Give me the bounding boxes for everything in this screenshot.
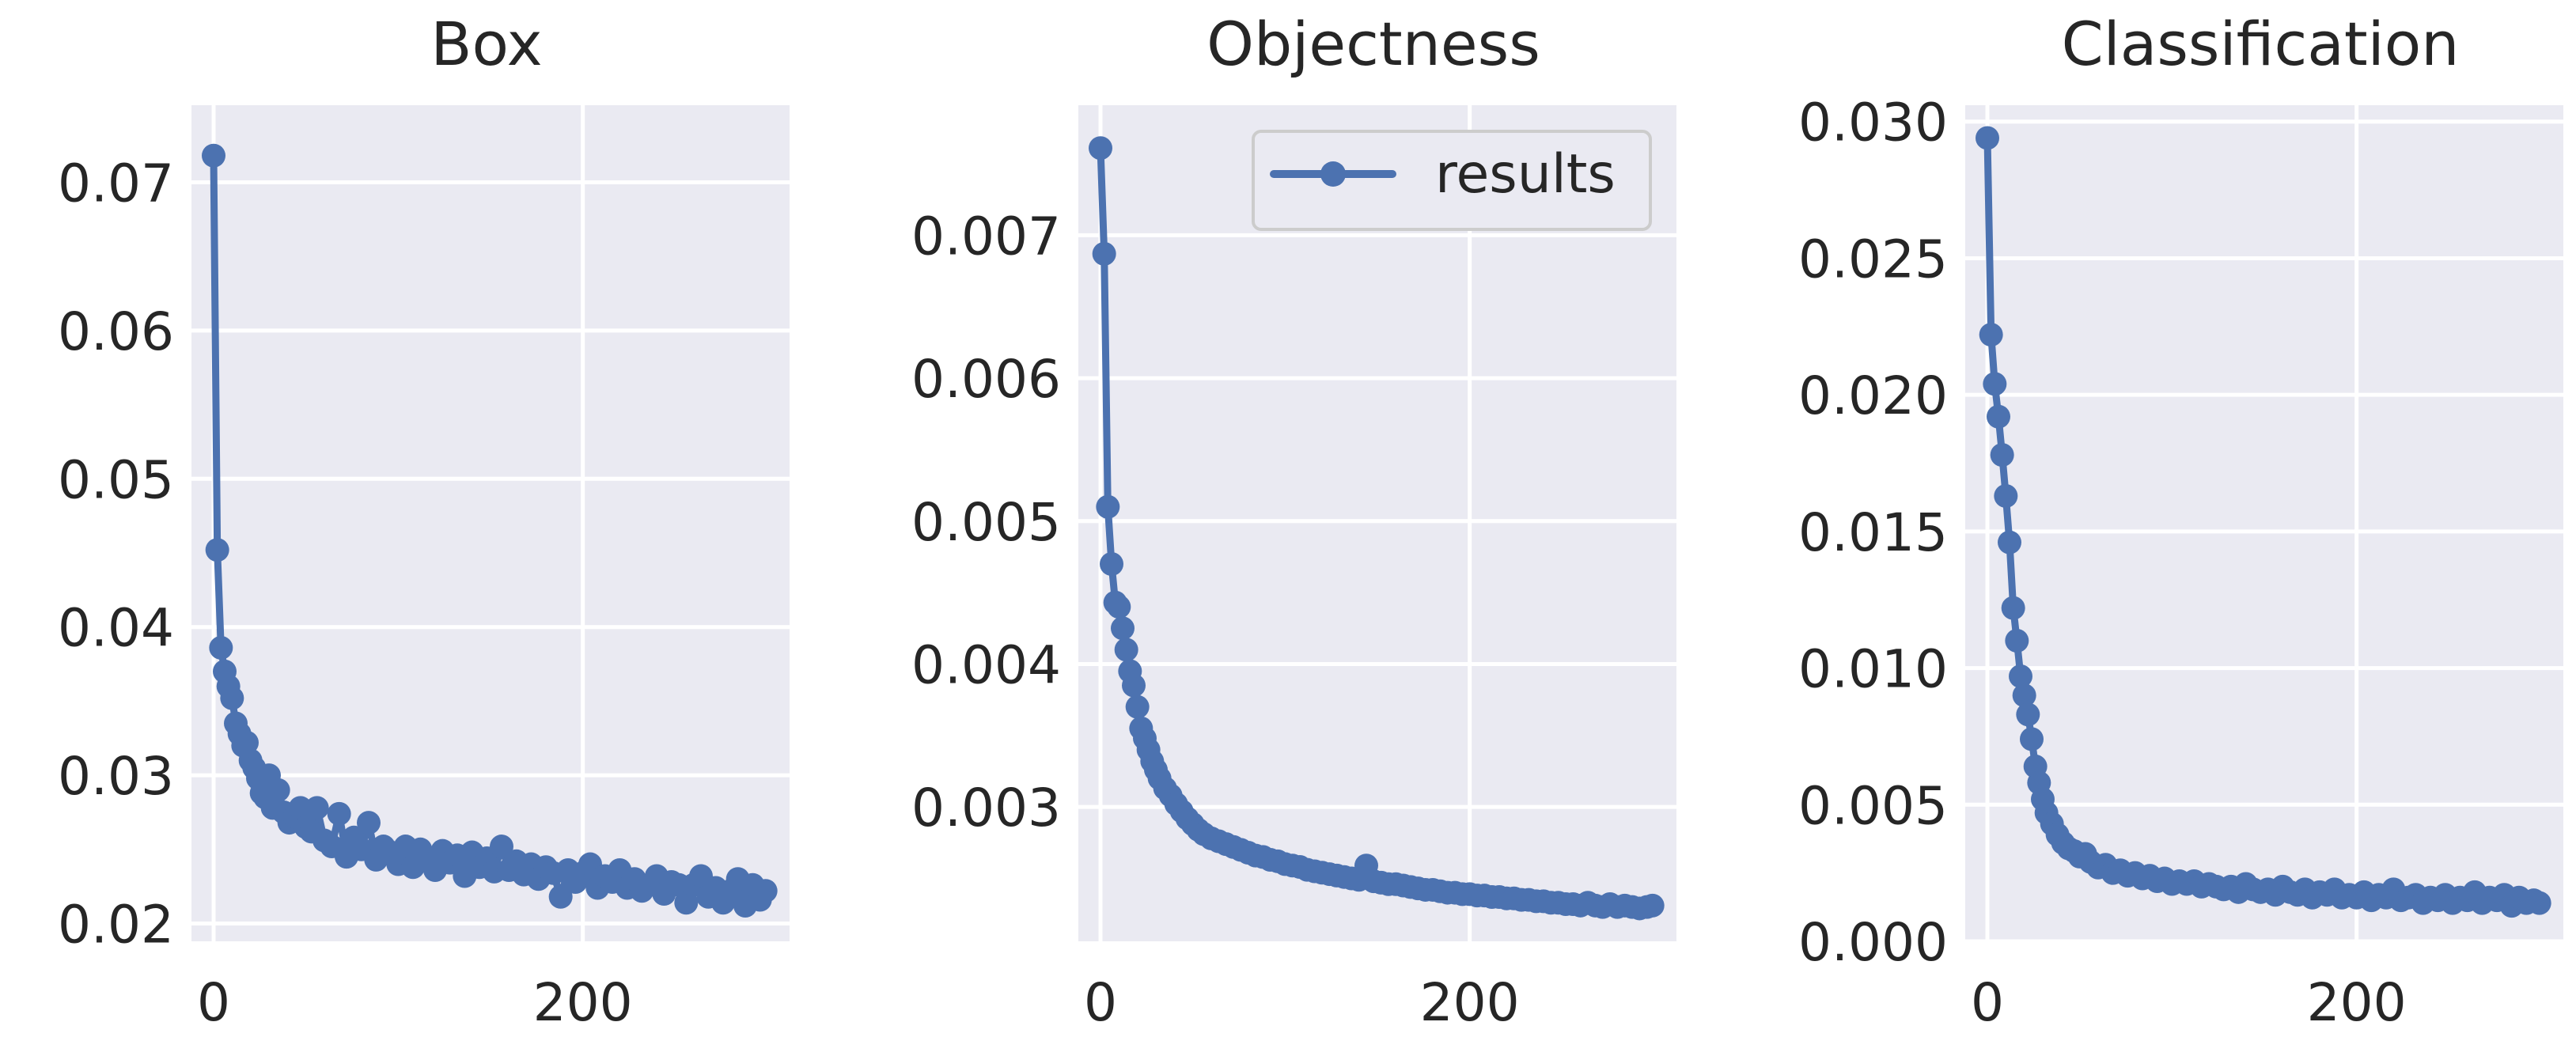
- legend-frame: [1252, 130, 1652, 231]
- data-point: [1998, 530, 2021, 554]
- x-tick-label: 0: [1084, 972, 1117, 1033]
- data-point: [2001, 596, 2025, 620]
- panel-title: Box: [430, 9, 542, 79]
- data-point: [2009, 664, 2032, 688]
- data-point: [288, 796, 313, 820]
- data-point: [266, 778, 290, 802]
- data-point: [2527, 891, 2551, 915]
- y-tick-label: 0.007: [911, 206, 1061, 267]
- data-point: [1640, 893, 1665, 918]
- data-point: [490, 835, 513, 859]
- y-tick-label: 0.005: [1798, 775, 1948, 836]
- y-tick-label: 0.02: [58, 895, 174, 956]
- y-tick-label: 0.025: [1798, 229, 1948, 290]
- legend: results: [1252, 130, 1652, 231]
- data-point: [220, 686, 244, 710]
- data-point: [1089, 136, 1112, 161]
- x-tick-label: 0: [197, 972, 230, 1033]
- y-tick-label: 0.05: [58, 449, 174, 510]
- y-tick-label: 0.020: [1798, 365, 1948, 426]
- data-point: [202, 143, 225, 168]
- data-point: [1987, 404, 2010, 429]
- data-point: [1125, 695, 1150, 719]
- y-tick-label: 0.030: [1798, 93, 1948, 153]
- y-tick-label: 0.06: [58, 301, 174, 362]
- data-point: [327, 801, 351, 826]
- y-tick-label: 0.010: [1798, 639, 1948, 700]
- plot-area: [1965, 105, 2563, 941]
- data-point: [1994, 483, 2018, 508]
- y-tick-label: 0.04: [58, 598, 174, 659]
- data-point: [1979, 323, 2003, 347]
- data-point: [1990, 443, 2014, 467]
- data-point: [209, 635, 233, 660]
- data-point: [305, 796, 329, 820]
- x-tick-label: 0: [1971, 972, 2004, 1033]
- x-tick-label: 200: [1420, 972, 1520, 1033]
- data-point: [1983, 372, 2007, 396]
- data-point: [674, 891, 699, 915]
- y-tick-label: 0.006: [911, 349, 1061, 410]
- x-tick-label: 200: [2307, 972, 2407, 1033]
- panel-box: Box 0.02 0.03 0.04 0.05 0.06 0.07 0 200: [58, 9, 790, 1033]
- y-tick-label: 0.003: [911, 778, 1061, 838]
- data-point: [1122, 673, 1146, 698]
- panel-objectness: Objectness 0.003 0.004 0.005 0.006 0.007 0 200: [911, 9, 1676, 1033]
- data-point: [2012, 683, 2036, 708]
- panel-title: Objectness: [1207, 9, 1540, 79]
- y-tick-label: 0.015: [1798, 502, 1948, 563]
- legend-point-marker: [1320, 161, 1346, 187]
- data-point: [1111, 616, 1135, 641]
- y-tick-label: 0.005: [911, 492, 1061, 553]
- data-point: [205, 538, 229, 562]
- data-point: [1092, 241, 1116, 266]
- data-point: [1096, 494, 1120, 519]
- y-tick-label: 0.004: [911, 634, 1061, 695]
- legend-label: results: [1435, 143, 1616, 206]
- x-tick-label: 200: [533, 972, 633, 1033]
- y-tick-label: 0.03: [58, 746, 174, 807]
- y-tick-label: 0.000: [1798, 912, 1948, 973]
- data-point: [1100, 551, 1123, 576]
- data-point: [357, 811, 381, 835]
- data-point: [1107, 595, 1131, 619]
- data-point: [548, 884, 573, 909]
- panel-classification: Classification 0.000 0.005 0.010 0.015 0.020…: [1798, 9, 2563, 1033]
- data-point: [2020, 727, 2044, 751]
- data-point: [235, 730, 259, 755]
- data-point: [2005, 629, 2029, 653]
- data-point: [2016, 702, 2040, 727]
- data-point: [1976, 126, 1999, 150]
- data-point: [1114, 638, 1138, 662]
- panel-title: Classification: [2062, 9, 2460, 79]
- y-tick-label: 0.07: [58, 153, 174, 214]
- data-point: [753, 879, 778, 903]
